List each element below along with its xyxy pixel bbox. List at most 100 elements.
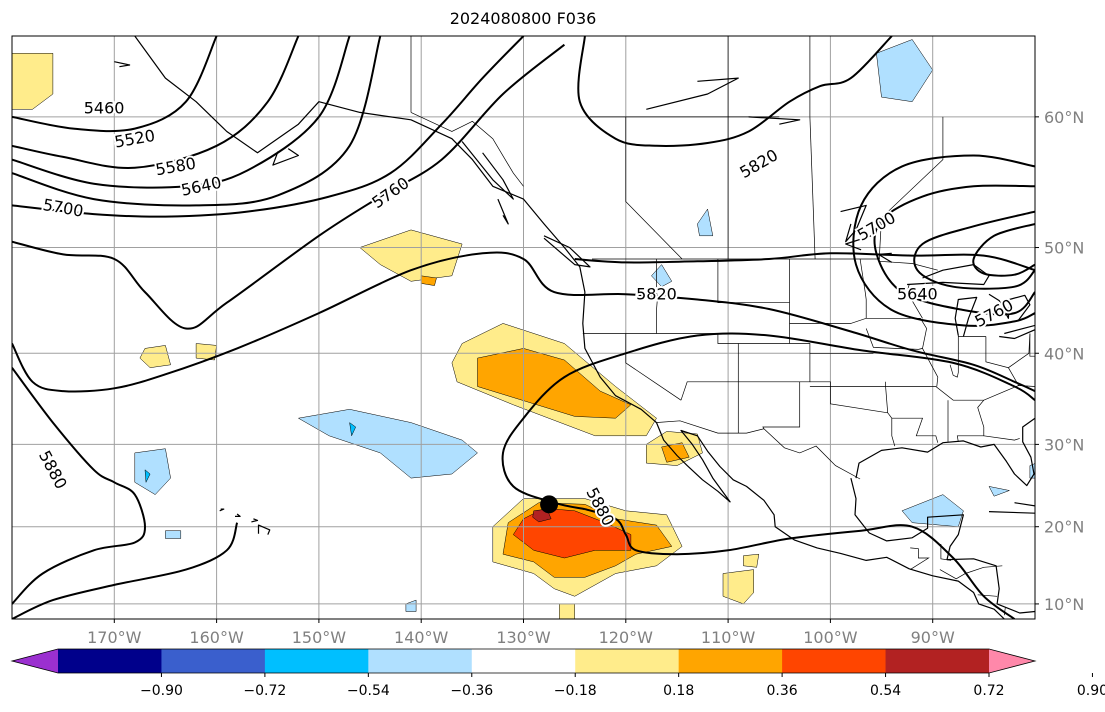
political-border bbox=[762, 381, 801, 429]
storm-center-dot bbox=[540, 495, 559, 514]
political-border bbox=[1029, 333, 1035, 357]
latitude-tick-label: 60°N bbox=[1044, 108, 1084, 127]
height-contour-layer bbox=[12, 36, 1035, 619]
height-contour bbox=[12, 251, 1035, 393]
height-contour bbox=[852, 154, 1035, 327]
height-contour bbox=[12, 36, 351, 189]
height-contour bbox=[12, 36, 382, 207]
height-contour bbox=[972, 222, 1035, 277]
colorbar-tick-label: 0.72 bbox=[973, 683, 1004, 699]
colorbar-tick-label: 0.18 bbox=[663, 683, 694, 699]
shaded-region bbox=[165, 530, 182, 539]
coastline bbox=[114, 61, 131, 68]
coastline bbox=[219, 508, 225, 512]
political-border bbox=[656, 259, 658, 334]
political-border bbox=[625, 116, 683, 260]
colorbar-tick-label: −0.72 bbox=[243, 683, 286, 699]
political-border bbox=[879, 260, 938, 271]
storm-center-marker bbox=[540, 495, 559, 514]
coastline bbox=[257, 524, 271, 535]
coastline bbox=[1040, 313, 1063, 320]
height-contour bbox=[913, 210, 1035, 290]
political-border bbox=[983, 435, 1020, 441]
colorbar-segment bbox=[368, 649, 473, 673]
political-border bbox=[625, 333, 682, 401]
coastline bbox=[497, 198, 509, 225]
political-border bbox=[809, 116, 816, 260]
coastline bbox=[954, 296, 978, 337]
coastline bbox=[988, 502, 1035, 514]
latitude-tick-label: 20°N bbox=[1044, 518, 1084, 537]
shaded-region bbox=[743, 553, 760, 568]
contour-label: 5640 bbox=[897, 285, 938, 304]
latitude-tick-label: 50°N bbox=[1044, 239, 1084, 258]
longitude-tick-label: 130°W bbox=[496, 628, 551, 647]
colorbar-segment bbox=[58, 649, 162, 673]
longitude-tick-label: 90°W bbox=[911, 628, 955, 647]
height-contour bbox=[577, 36, 893, 147]
longitude-ticks: 170°W 160°W 150°W 140°W 130°W 120°W 110°W 100°W… bbox=[87, 619, 955, 647]
political-border bbox=[906, 284, 923, 319]
shaded-region bbox=[697, 208, 714, 237]
height-contour bbox=[12, 522, 239, 619]
political-border bbox=[655, 420, 861, 480]
height-contour bbox=[584, 508, 1016, 619]
contour-label: 5820 bbox=[736, 145, 781, 182]
coastline bbox=[748, 116, 801, 125]
shaded-fields-layer bbox=[12, 39, 1035, 619]
coastline bbox=[134, 36, 1005, 619]
height-contour bbox=[12, 43, 566, 330]
longitude-tick-label: 170°W bbox=[87, 628, 142, 647]
colorbar-extend-high bbox=[989, 649, 1035, 673]
political-border bbox=[985, 333, 1031, 369]
political-border bbox=[891, 417, 939, 443]
longitude-tick-label: 160°W bbox=[189, 628, 244, 647]
map-title: 2024080800 F036 bbox=[449, 9, 597, 28]
longitude-tick-label: 110°W bbox=[701, 628, 756, 647]
longitude-tick-label: 150°W bbox=[292, 628, 347, 647]
contour-label: 5700 bbox=[41, 195, 84, 221]
colorbar-segment bbox=[575, 649, 680, 673]
height-contour bbox=[12, 367, 147, 605]
latitude-tick-label: 10°N bbox=[1044, 595, 1084, 614]
latitude-ticks: 60°N 50°N 40°N 30°N 20°N 10°N bbox=[1035, 108, 1084, 614]
shaded-region bbox=[297, 409, 478, 479]
political-border bbox=[809, 385, 1035, 401]
colorbar-segment bbox=[471, 649, 576, 673]
coastline bbox=[845, 235, 872, 251]
height-contour bbox=[12, 36, 218, 133]
political-border bbox=[410, 112, 524, 187]
political-border bbox=[592, 254, 880, 260]
coastline bbox=[999, 324, 1035, 340]
coastline bbox=[988, 293, 1031, 322]
contour-label: 5460 bbox=[84, 98, 125, 117]
coastline bbox=[272, 148, 299, 166]
contour-label: 5820 bbox=[636, 285, 677, 304]
coastline bbox=[646, 77, 739, 110]
shaded-region bbox=[359, 229, 463, 282]
colorbar-segment bbox=[678, 649, 783, 673]
shaded-region bbox=[876, 39, 933, 102]
political-border bbox=[885, 381, 896, 447]
colorbar-tick-label: −0.18 bbox=[554, 683, 597, 699]
latitude-tick-label: 30°N bbox=[1044, 435, 1084, 454]
shaded-region bbox=[12, 53, 54, 110]
shaded-region bbox=[144, 469, 151, 484]
colorbar-extend-low bbox=[12, 649, 58, 673]
graticule-layer bbox=[12, 36, 1035, 619]
contour-label: 5760 bbox=[368, 173, 412, 212]
shaded-region bbox=[349, 422, 357, 437]
political-border bbox=[717, 259, 790, 304]
height-contour bbox=[12, 36, 525, 218]
coastline bbox=[855, 417, 1035, 487]
colorbar-tick-label: −0.36 bbox=[450, 683, 493, 699]
colorbar-segment bbox=[782, 649, 887, 673]
shaded-region bbox=[139, 345, 171, 368]
height-contour bbox=[501, 332, 1035, 511]
contour-label: 5520 bbox=[113, 126, 156, 152]
coastline bbox=[235, 513, 241, 517]
colorbar: −0.90 −0.72 −0.54 −0.36 −0.18 0.18 0.36 0.54 0.7… bbox=[10, 648, 1105, 699]
colorbar-tick-label: 0.36 bbox=[767, 683, 798, 699]
